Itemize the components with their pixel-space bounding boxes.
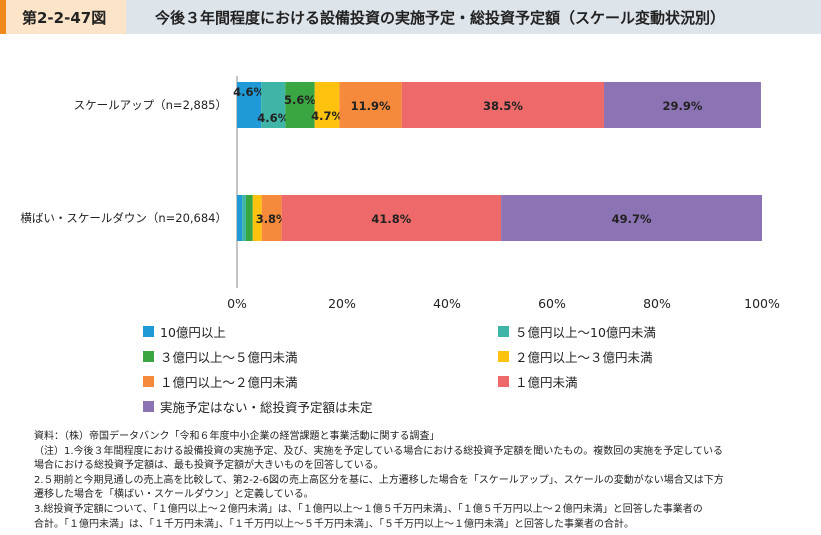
bar-segment [237,82,262,128]
legend-swatch [498,351,509,362]
data-label: 29.9% [663,99,703,113]
source-notes: 資料：（株）帝国データバンク「令和６年度中小企業の経営課題と事業活動に関する調査… [34,430,794,532]
data-label: 11.9% [351,99,391,113]
note-line: 場合における総投資予定額は、最も投資予定額が大きいものを回答している。 [34,460,384,472]
legend-swatch [498,376,509,387]
note-line: 合計。「１億円未満」は、「１千万円未満」、「１千万円以上～５千万円未満」、「５千… [34,518,634,530]
legend-label: 10億円以上 [160,325,226,340]
x-tick-label: 40% [433,296,461,311]
figure-number: 第2-2-47図 [22,9,107,27]
category-label: 横ばい・スケールダウン（n=20,684） [20,211,227,225]
figure-title: 今後３年間程度における設備投資の実施予定・総投資予定額（スケール変動状況別） [155,9,726,27]
data-label: 5.6% [284,93,316,107]
legend-swatch [143,376,154,387]
legend-label: 実施予定はない・総投資予定額は未定 [160,400,373,415]
x-tick-label: 60% [538,296,566,311]
note-line: 3.総投資予定額について、「１億円以上～２億円未満」は、「１億円以上～１億５千万… [34,503,703,515]
legend-item: 実施予定はない・総投資予定額は未定 [143,397,373,416]
x-tick-label: 100% [744,296,780,311]
note-line: 資料：（株）帝国データバンク「令和６年度中小企業の経営課題と事業活動に関する調査… [34,431,440,442]
note-line: 2.５期前と今期見通しの売上高を比較して、第2-2-6図の売上高区分を基に、上方… [34,474,724,486]
note-line: （注）1.今後３年間程度における設備投資の実施予定、及び、実施を予定している場合… [34,445,723,457]
legend-label: ５億円以上～10億円未満 [515,325,656,340]
legend-label: ３億円以上～５億円未満 [160,350,298,365]
legend-swatch [498,326,509,337]
note-line: 遷移した場合を「横ばい・スケールダウン」と定義している。 [34,489,314,501]
bar-segment [339,82,402,128]
legend-item: １億円未満 [498,372,578,391]
bar-segment [281,195,502,241]
bar-segment [261,82,286,128]
bar-segment [261,195,282,241]
bar-segment [237,195,243,241]
legend-label: ２億円以上～３億円未満 [515,350,653,365]
bar-segment [314,82,340,128]
stacked-bar-chart: スケールアップ（n=2,885） 4.6% 4.6% 5.6% 4.7% 11.9% 38.… [20,76,780,311]
bar-segment [401,82,604,128]
legend-item: ２億円以上～３億円未満 [498,347,653,366]
x-tick-label: 80% [643,296,671,311]
bar-segment [242,195,246,241]
legend-item: ３億円以上～５億円未満 [143,347,298,366]
legend-swatch [143,401,154,412]
legend-label: １億円未満 [515,375,578,390]
category-label: スケールアップ（n=2,885） [74,98,227,112]
figure-header: 第2-2-47図 今後３年間程度における設備投資の実施予定・総投資予定額（スケー… [0,0,821,34]
data-label: 49.7% [612,212,652,226]
bar-segment [245,195,253,241]
bar-segment [501,195,762,241]
legend-item: 10億円以上 [143,322,226,341]
legend-item: ５億円以上～10億円未満 [498,322,656,341]
legend-label: １億円以上～２億円未満 [160,375,298,390]
data-label: 4.6% [257,111,289,125]
data-label: 4.6% [233,85,265,99]
bar-segment [252,195,262,241]
figure-number-box: 第2-2-47図 [0,0,126,34]
x-tick-label: 20% [328,296,356,311]
legend-item: １億円以上～２億円未満 [143,372,298,391]
data-label: 41.8% [371,212,411,226]
data-label: 3.8% [256,212,288,226]
legend-swatch [143,326,154,337]
data-label: 38.5% [483,99,523,113]
legend-swatch [143,351,154,362]
bar-segment [603,82,761,128]
data-label: 4.7% [311,109,343,123]
bar-segment [285,82,315,128]
x-tick-label: 0% [227,296,247,311]
